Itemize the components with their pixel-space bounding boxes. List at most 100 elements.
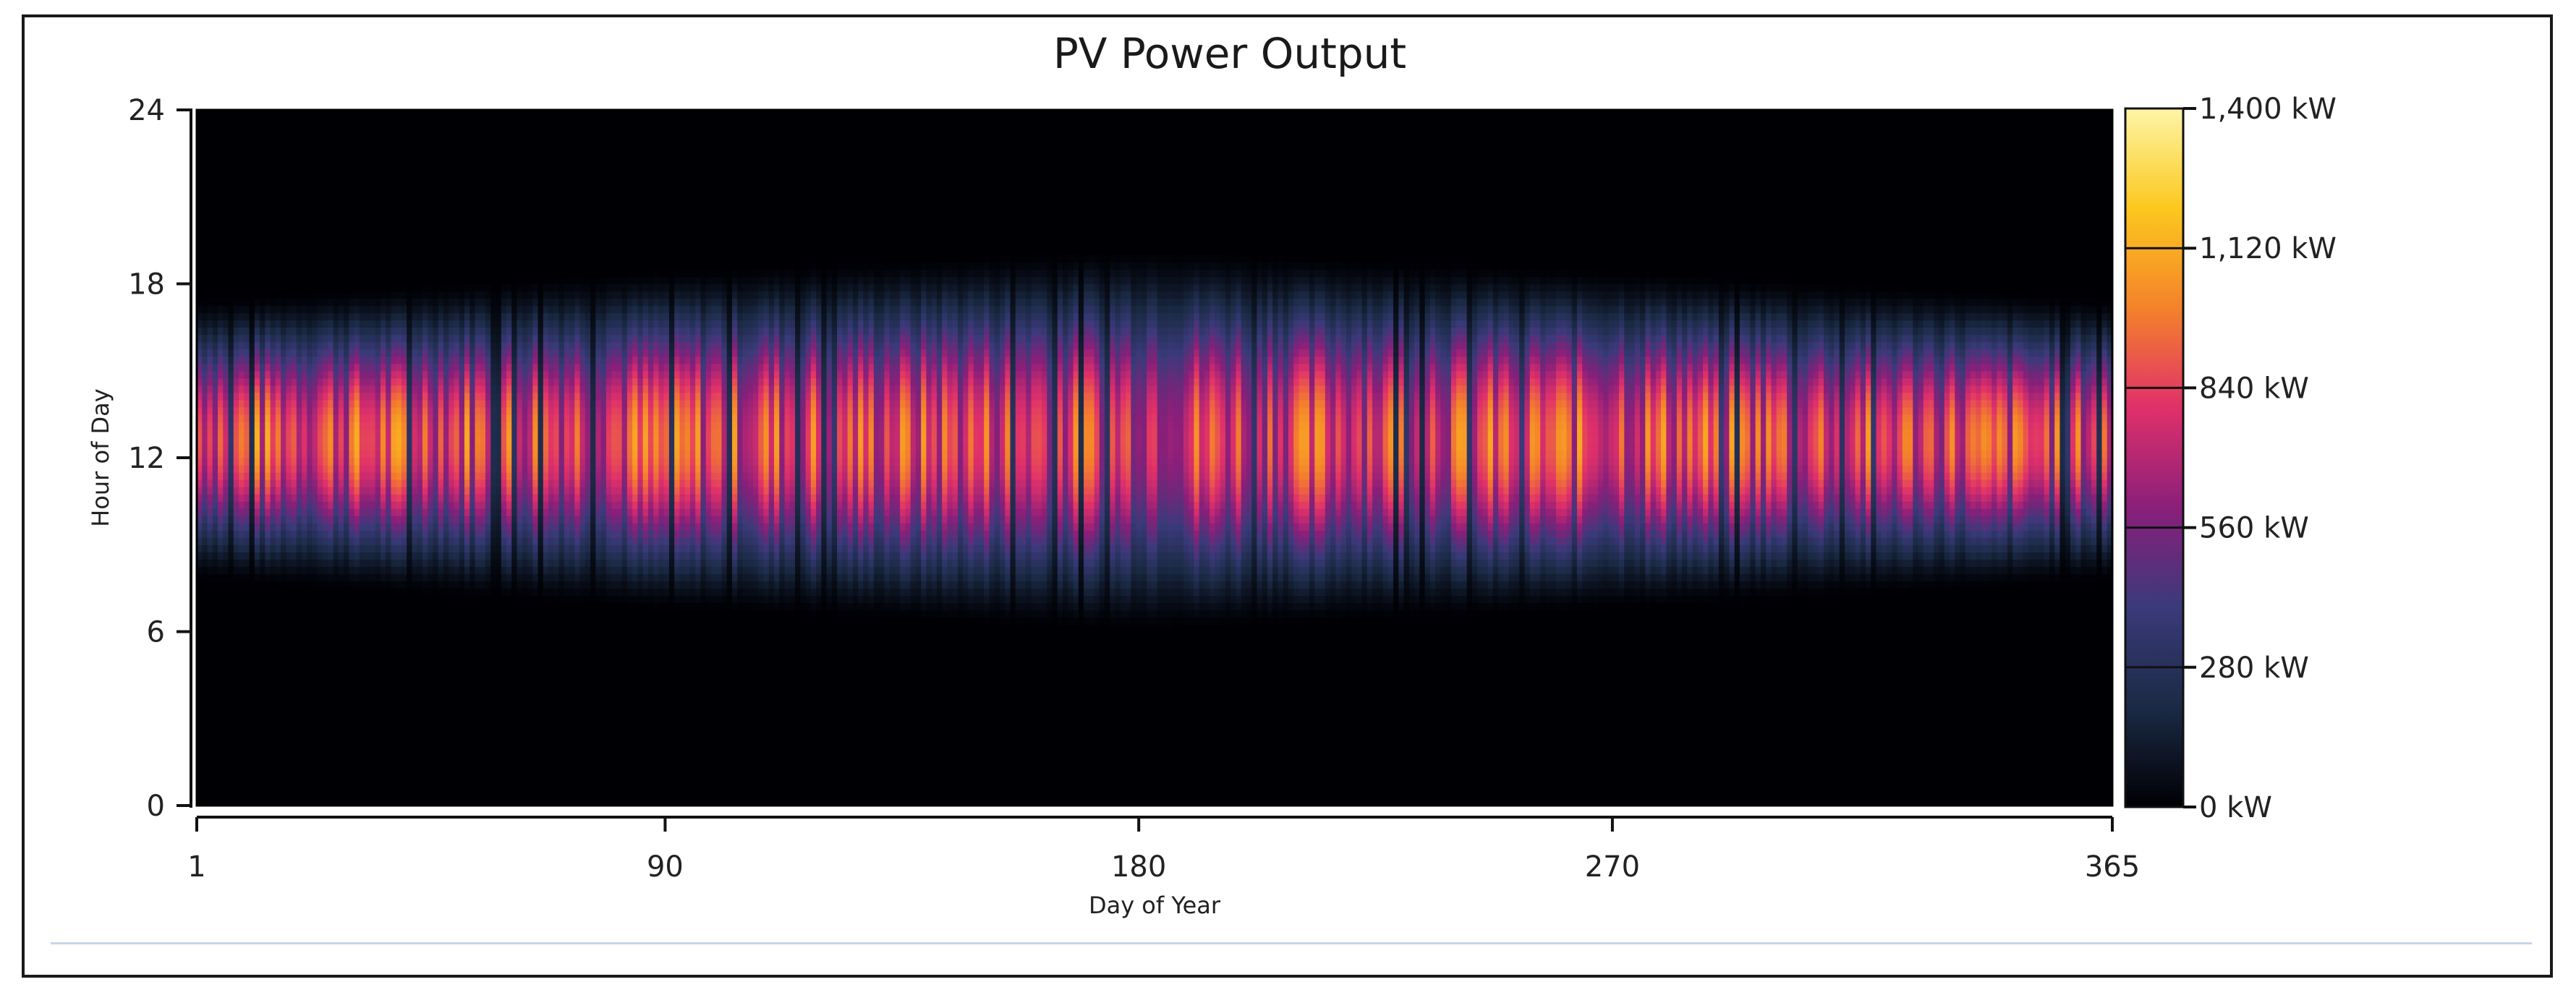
heatmap-cell bbox=[443, 428, 449, 437]
heatmap-cell bbox=[328, 667, 334, 676]
heatmap-cell bbox=[197, 233, 203, 241]
heatmap-cell bbox=[323, 132, 328, 140]
heatmap-cell bbox=[412, 240, 418, 248]
heatmap-cell bbox=[212, 617, 218, 625]
heatmap-cell bbox=[244, 175, 250, 183]
heatmap-cell bbox=[433, 617, 439, 625]
heatmap-cell bbox=[422, 262, 428, 270]
heatmap-cell bbox=[401, 667, 407, 676]
heatmap-cell bbox=[212, 110, 218, 118]
heatmap-cell bbox=[270, 790, 276, 799]
heatmap-cell bbox=[302, 182, 307, 190]
heatmap-cell bbox=[275, 269, 281, 278]
heatmap-cell bbox=[197, 153, 203, 161]
heatmap-cell bbox=[433, 667, 439, 676]
heatmap-cell bbox=[428, 175, 434, 183]
heatmap-cell bbox=[317, 161, 323, 168]
heatmap-cell bbox=[370, 733, 376, 741]
heatmap-cell bbox=[428, 161, 434, 168]
heatmap-cell bbox=[239, 414, 245, 422]
heatmap-cell bbox=[323, 747, 328, 756]
heatmap-cell bbox=[391, 718, 397, 727]
heatmap-cell bbox=[454, 356, 460, 364]
heatmap-cell bbox=[228, 537, 234, 545]
heatmap-cell bbox=[401, 747, 407, 756]
heatmap-cell bbox=[454, 667, 460, 676]
heatmap-cell bbox=[265, 218, 271, 226]
heatmap-cell bbox=[428, 465, 434, 473]
heatmap-cell bbox=[454, 501, 460, 509]
heatmap-cell bbox=[449, 610, 455, 618]
heatmap-cell bbox=[344, 276, 349, 285]
heatmap-cell bbox=[244, 291, 250, 299]
heatmap-cell bbox=[422, 435, 428, 444]
heatmap-cell bbox=[296, 696, 302, 705]
heatmap-cell bbox=[443, 667, 449, 676]
heatmap-cell bbox=[396, 704, 402, 712]
heatmap-cell bbox=[370, 385, 376, 393]
heatmap-cell bbox=[244, 153, 250, 161]
heatmap-cell bbox=[428, 523, 434, 531]
heatmap-cell bbox=[228, 689, 234, 698]
heatmap-cell bbox=[323, 406, 328, 415]
heatmap-cell bbox=[323, 479, 328, 487]
heatmap-cell bbox=[391, 117, 397, 125]
heatmap-cell bbox=[291, 211, 297, 219]
heatmap-cell bbox=[459, 545, 465, 552]
heatmap-cell bbox=[302, 341, 307, 350]
heatmap-cell bbox=[401, 211, 407, 219]
heatmap-cell bbox=[380, 117, 386, 125]
heatmap-cell bbox=[312, 139, 318, 147]
heatmap-cell bbox=[275, 356, 281, 364]
heatmap-cell bbox=[370, 399, 376, 408]
heatmap-cell bbox=[270, 653, 276, 662]
heatmap-cell bbox=[380, 334, 386, 343]
heatmap-cell bbox=[249, 667, 255, 676]
heatmap-cell bbox=[433, 262, 439, 270]
heatmap-cell bbox=[428, 733, 434, 741]
heatmap-cell bbox=[202, 639, 208, 647]
heatmap-cell bbox=[296, 349, 302, 357]
heatmap-cell bbox=[254, 624, 260, 633]
heatmap-cell bbox=[344, 573, 349, 581]
heatmap-cell bbox=[312, 689, 318, 698]
heatmap-cell bbox=[375, 189, 381, 197]
heatmap-cell bbox=[291, 718, 297, 727]
heatmap-cell bbox=[197, 631, 203, 640]
heatmap-cell bbox=[254, 733, 260, 741]
heatmap-cell bbox=[307, 385, 313, 393]
heatmap-cell bbox=[233, 356, 239, 364]
heatmap-cell bbox=[197, 545, 203, 552]
heatmap-cell bbox=[454, 769, 460, 777]
heatmap-cell bbox=[291, 588, 297, 596]
heatmap-cell bbox=[260, 545, 265, 552]
heatmap-cell bbox=[328, 465, 334, 473]
heatmap-cell bbox=[302, 465, 307, 473]
heatmap-cell bbox=[333, 798, 339, 806]
heatmap-cell bbox=[449, 472, 455, 480]
heatmap-cell bbox=[307, 588, 313, 596]
heatmap-cell bbox=[239, 283, 245, 292]
heatmap-cell bbox=[380, 428, 386, 437]
heatmap-cell bbox=[254, 168, 260, 176]
heatmap-cell bbox=[270, 581, 276, 589]
heatmap-cell bbox=[365, 573, 370, 581]
heatmap-cell bbox=[291, 276, 297, 285]
heatmap-cell bbox=[286, 240, 292, 248]
heatmap-cell bbox=[207, 421, 213, 430]
heatmap-cell bbox=[275, 182, 281, 190]
heatmap-cell bbox=[391, 733, 397, 741]
heatmap-cell bbox=[422, 377, 428, 386]
heatmap-cell bbox=[401, 761, 407, 770]
heatmap-cell bbox=[291, 349, 297, 357]
heatmap-cell bbox=[433, 124, 439, 132]
heatmap-cell bbox=[254, 356, 260, 364]
heatmap-cell bbox=[428, 356, 434, 364]
heatmap-cell bbox=[249, 161, 255, 168]
heatmap-cell bbox=[433, 646, 439, 654]
heatmap-cell bbox=[207, 660, 213, 669]
heatmap-cell bbox=[396, 262, 402, 270]
heatmap-cell bbox=[417, 226, 423, 234]
heatmap-cell bbox=[370, 349, 376, 357]
heatmap-cell bbox=[396, 124, 402, 132]
